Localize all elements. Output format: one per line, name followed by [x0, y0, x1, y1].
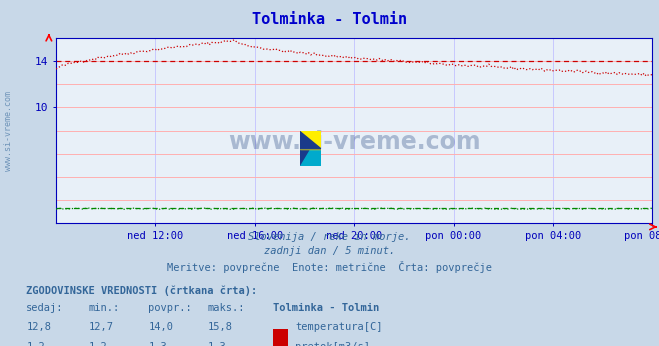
Text: Slovenija / reke in morje.: Slovenija / reke in morje.	[248, 232, 411, 242]
Text: temperatura[C]: temperatura[C]	[295, 322, 383, 333]
Text: min.:: min.:	[89, 303, 120, 313]
Text: 14,0: 14,0	[148, 322, 173, 333]
Text: www.si-vreme.com: www.si-vreme.com	[4, 91, 13, 172]
Text: pretok[m3/s]: pretok[m3/s]	[295, 342, 370, 346]
Text: 12,7: 12,7	[89, 322, 114, 333]
Text: zadnji dan / 5 minut.: zadnji dan / 5 minut.	[264, 246, 395, 256]
Text: sedaj:: sedaj:	[26, 303, 64, 313]
Text: 12,8: 12,8	[26, 322, 51, 333]
Text: maks.:: maks.:	[208, 303, 245, 313]
Text: 15,8: 15,8	[208, 322, 233, 333]
Text: www.si-vreme.com: www.si-vreme.com	[228, 130, 480, 154]
Polygon shape	[300, 131, 321, 149]
Text: 1,3: 1,3	[208, 342, 226, 346]
Polygon shape	[300, 131, 321, 149]
Text: 1,2: 1,2	[26, 342, 45, 346]
Polygon shape	[300, 131, 321, 166]
Text: Meritve: povprečne  Enote: metrične  Črta: povprečje: Meritve: povprečne Enote: metrične Črta:…	[167, 261, 492, 273]
Text: Tolminka - Tolmin: Tolminka - Tolmin	[252, 12, 407, 27]
Text: ZGODOVINSKE VREDNOSTI (črtkana črta):: ZGODOVINSKE VREDNOSTI (črtkana črta):	[26, 285, 258, 296]
Text: povpr.:: povpr.:	[148, 303, 192, 313]
Text: 1,3: 1,3	[148, 342, 167, 346]
Text: Tolminka - Tolmin: Tolminka - Tolmin	[273, 303, 380, 313]
Text: 1,2: 1,2	[89, 342, 107, 346]
